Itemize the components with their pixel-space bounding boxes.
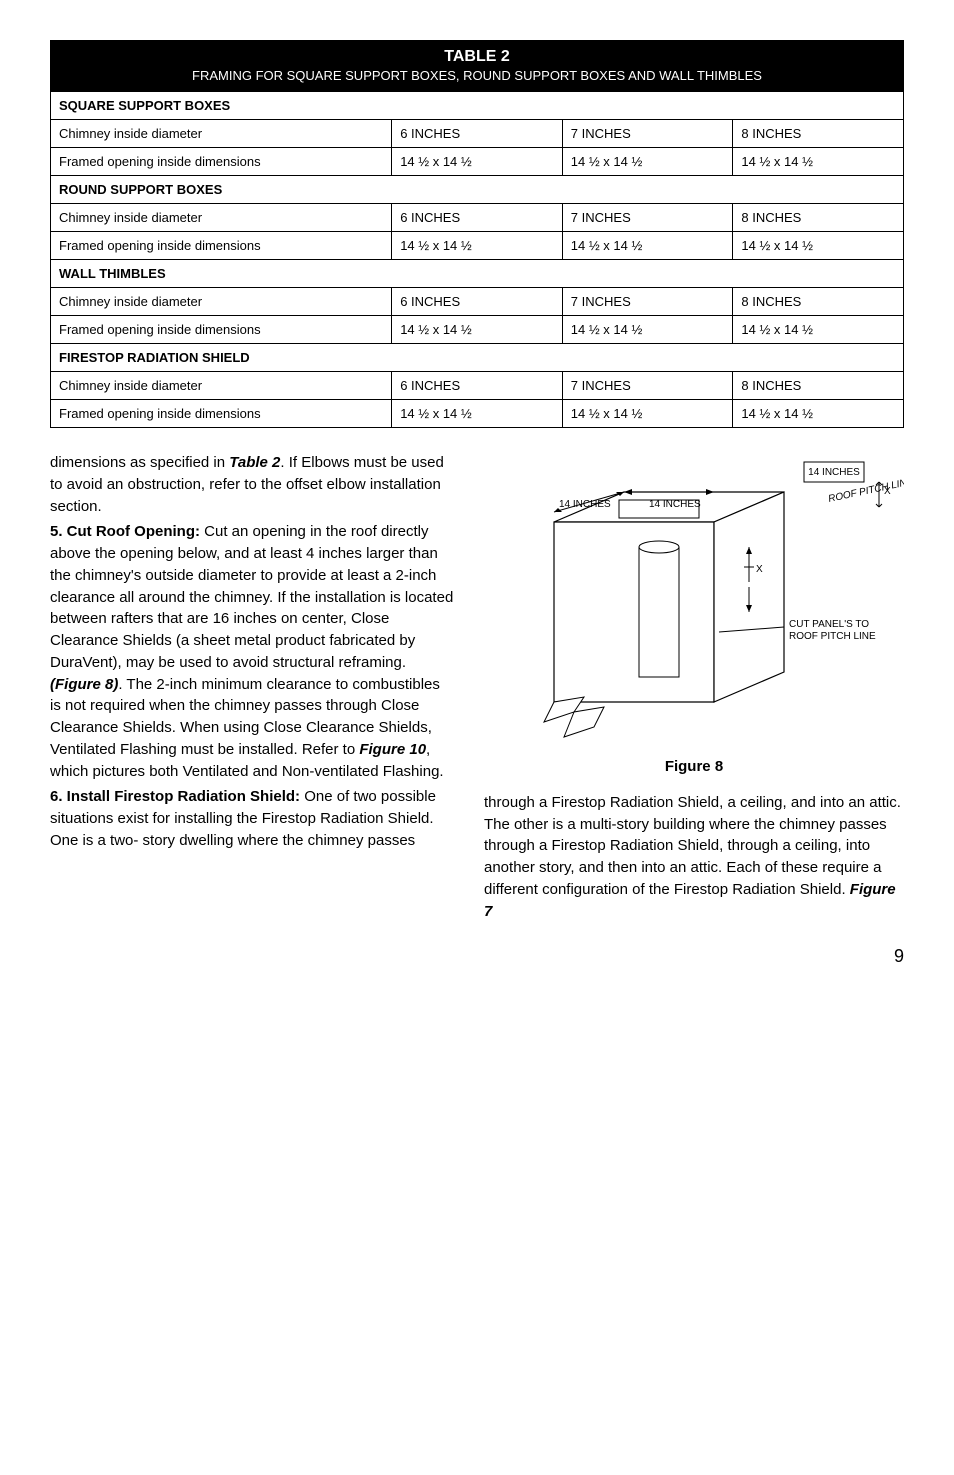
table-row: Framed opening inside dimensions 14 ½ x … bbox=[51, 232, 904, 260]
paragraph: 5. Cut Roof Opening: Cut an opening in t… bbox=[50, 521, 454, 782]
paragraph: through a Firestop Radiation Shield, a c… bbox=[484, 792, 904, 923]
paragraph: 6. Install Firestop Radiation Shield: On… bbox=[50, 786, 454, 851]
fig-label: 14 INCHES bbox=[808, 467, 860, 478]
right-column: 14 INCHES ROOF PITCH LINE X 14 INCHES bbox=[484, 452, 904, 926]
fig-label: X bbox=[756, 564, 763, 575]
figure-8-svg: 14 INCHES ROOF PITCH LINE X 14 INCHES bbox=[484, 452, 904, 752]
framing-table: SQUARE SUPPORT BOXES Chimney inside diam… bbox=[50, 91, 904, 428]
table-row: Framed opening inside dimensions 14 ½ x … bbox=[51, 316, 904, 344]
table-row: Framed opening inside dimensions 14 ½ x … bbox=[51, 148, 904, 176]
fig-label: ROOF PITCH LINE bbox=[789, 631, 876, 642]
table-title: TABLE 2 bbox=[58, 48, 896, 66]
page-number: 9 bbox=[50, 946, 904, 967]
section-header: SQUARE SUPPORT BOXES bbox=[51, 92, 904, 120]
body-columns: dimensions as specified in Table 2. If E… bbox=[50, 452, 904, 926]
section-header: ROUND SUPPORT BOXES bbox=[51, 176, 904, 204]
fig-label: CUT PANEL'S TO bbox=[789, 619, 869, 630]
table-header: TABLE 2 FRAMING FOR SQUARE SUPPORT BOXES… bbox=[50, 40, 904, 91]
paragraph: dimensions as specified in Table 2. If E… bbox=[50, 452, 454, 517]
table-row: Chimney inside diameter 6 INCHES 7 INCHE… bbox=[51, 204, 904, 232]
table-row: Chimney inside diameter 6 INCHES 7 INCHE… bbox=[51, 288, 904, 316]
table-row: Chimney inside diameter 6 INCHES 7 INCHE… bbox=[51, 372, 904, 400]
fig-label: 14 INCHES bbox=[559, 499, 611, 510]
table-subtitle: FRAMING FOR SQUARE SUPPORT BOXES, ROUND … bbox=[58, 68, 896, 83]
section-header: FIRESTOP RADIATION SHIELD bbox=[51, 344, 904, 372]
fig-label: X bbox=[884, 486, 891, 497]
table-row: Chimney inside diameter 6 INCHES 7 INCHE… bbox=[51, 120, 904, 148]
figure-8: 14 INCHES ROOF PITCH LINE X 14 INCHES bbox=[484, 452, 904, 778]
figure-caption: Figure 8 bbox=[665, 756, 723, 778]
left-column: dimensions as specified in Table 2. If E… bbox=[50, 452, 454, 926]
section-header: WALL THIMBLES bbox=[51, 260, 904, 288]
fig-label: 14 INCHES bbox=[649, 499, 701, 510]
table-row: Framed opening inside dimensions 14 ½ x … bbox=[51, 400, 904, 428]
